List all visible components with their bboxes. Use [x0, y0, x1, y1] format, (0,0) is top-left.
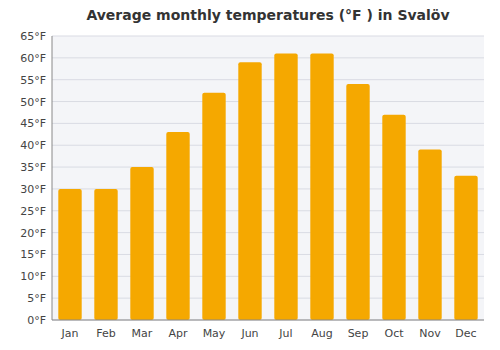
bar	[238, 62, 261, 320]
y-tick-label: 40°F	[20, 139, 46, 152]
x-axis: Jan Feb Mar Apr May Jun Jul Aug Sep Oct Nov Dec	[61, 327, 477, 340]
y-tick-label: 15°F	[20, 248, 46, 261]
y-tick-label: 65°F	[20, 30, 46, 43]
x-tick-label: Nov	[419, 327, 441, 340]
x-tick-label: Sep	[348, 327, 369, 340]
plot-area	[52, 36, 484, 320]
y-tick-label: 20°F	[20, 227, 46, 240]
bar	[382, 115, 405, 320]
x-tick-label: May	[203, 327, 226, 340]
chart-title: Average monthly temperatures (°F ) in Sv…	[86, 7, 449, 23]
x-axis-line	[52, 320, 484, 321]
bar	[418, 150, 441, 320]
y-tick-label: 30°F	[20, 183, 46, 196]
bar	[454, 176, 477, 320]
bar	[94, 189, 117, 320]
bar	[58, 189, 81, 320]
grid-line	[52, 320, 484, 321]
y-tick-label: 45°F	[20, 117, 46, 130]
x-tick-label: Dec	[455, 327, 476, 340]
y-axis-line	[52, 36, 53, 320]
x-tick-label: Jun	[240, 327, 258, 340]
grid-line	[52, 79, 484, 80]
y-tick-label: 50°F	[20, 96, 46, 109]
bar	[274, 53, 297, 320]
x-tick-label: Jan	[61, 327, 79, 340]
grid-line	[52, 36, 484, 37]
grid-line	[52, 57, 484, 58]
y-tick-label: 60°F	[20, 52, 46, 65]
x-tick-label: Oct	[384, 327, 404, 340]
grid-line	[52, 123, 484, 124]
y-tick-label: 5°F	[27, 292, 46, 305]
bar	[166, 132, 189, 320]
y-tick-label: 0°F	[27, 314, 46, 327]
bar	[310, 53, 333, 320]
chart-container: Average monthly temperatures (°F ) in Sv…	[0, 0, 500, 350]
bars	[58, 53, 477, 320]
bar	[346, 84, 369, 320]
x-tick-label: Aug	[311, 327, 332, 340]
grid-line	[52, 101, 484, 102]
bar	[202, 93, 225, 320]
x-tick-label: Feb	[96, 327, 115, 340]
grid-line	[52, 145, 484, 146]
background	[0, 0, 500, 350]
y-tick-label: 55°F	[20, 74, 46, 87]
chart-svg: Average monthly temperatures (°F ) in Sv…	[0, 0, 500, 350]
bar	[130, 167, 153, 320]
x-tick-label: Mar	[132, 327, 153, 340]
x-tick-label: Jul	[278, 327, 292, 340]
y-axis: 0°F 5°F 10°F 15°F 20°F 25°F 30°F 35°F 40°F 45°F 50…	[20, 30, 484, 327]
x-tick-label: Apr	[168, 327, 188, 340]
y-tick-label: 35°F	[20, 161, 46, 174]
y-tick-label: 10°F	[20, 270, 46, 283]
y-tick-label: 25°F	[20, 205, 46, 218]
